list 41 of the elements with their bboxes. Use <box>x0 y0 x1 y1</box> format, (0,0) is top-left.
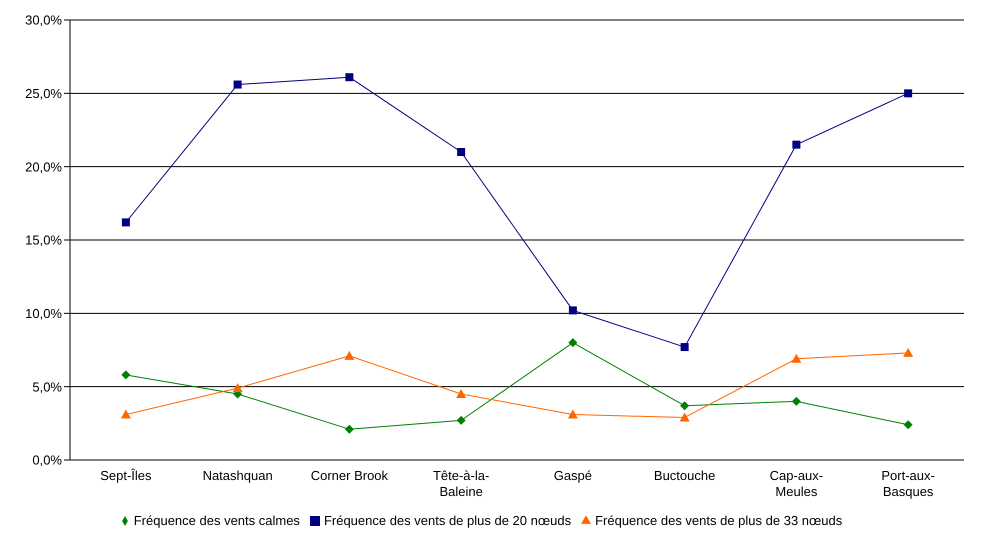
point <box>568 306 577 314</box>
y-tick-label: 20,0% <box>25 159 62 174</box>
point <box>904 89 912 98</box>
point <box>344 424 354 434</box>
y-tick-label: 5,0% <box>32 379 62 394</box>
point <box>568 338 578 348</box>
point <box>568 410 578 419</box>
point <box>904 420 913 430</box>
x-tick-label: Gaspé <box>554 468 592 483</box>
point <box>456 416 466 425</box>
x-tick-label: Tête-à-la-Baleine <box>432 468 490 499</box>
point <box>120 410 131 419</box>
point <box>792 140 800 149</box>
x-tick-label: Sept-Îles <box>100 468 152 483</box>
point <box>121 370 130 380</box>
point <box>122 218 130 226</box>
point <box>345 73 354 82</box>
point <box>344 350 354 360</box>
x-tick-label: Corner Brook <box>310 468 389 483</box>
y-tick-label: 10,0% <box>25 306 62 321</box>
legend-label: Fréquence des vents calmes <box>134 513 300 528</box>
x-tick-label: Port-aux-Basques <box>881 468 935 499</box>
point <box>680 401 690 410</box>
y-tick-label: 15,0% <box>25 232 62 248</box>
y-tick-label: 0,0% <box>32 452 62 468</box>
point <box>456 389 466 398</box>
point <box>791 354 802 363</box>
point <box>234 80 242 89</box>
x-tick-label: Cap-aux-Meules <box>770 468 824 499</box>
x-tick-label: Buctouche <box>654 468 716 483</box>
point <box>232 383 243 392</box>
x-tick-label: Natashquan <box>202 468 273 483</box>
point <box>680 412 690 422</box>
point <box>903 348 914 357</box>
legend-label: Fréquence des vents de plus de 33 nœuds <box>595 513 842 528</box>
point <box>680 343 689 352</box>
y-tick-label: 25,0% <box>25 86 62 101</box>
point <box>792 396 801 406</box>
point <box>457 148 466 156</box>
legend-label: Fréquence des vents de plus de 20 nœuds <box>324 513 572 528</box>
y-tick-label: 30,0% <box>25 12 62 28</box>
